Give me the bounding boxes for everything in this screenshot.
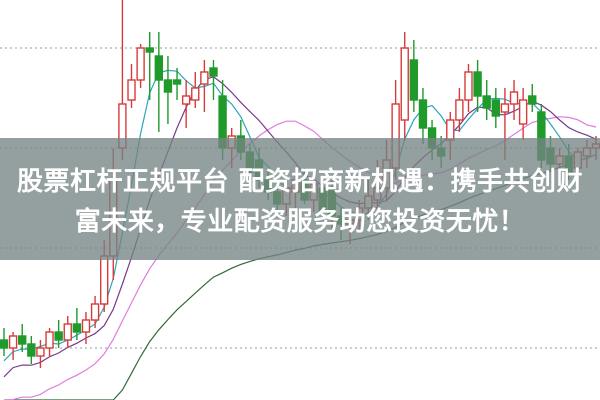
candle-up: [81, 319, 91, 333]
candle-up: [200, 71, 209, 85]
candle-up: [191, 87, 200, 101]
candle-down: [473, 71, 482, 97]
candle-up: [455, 99, 464, 121]
candle-up: [500, 103, 510, 113]
candle-up: [63, 323, 72, 341]
candle-down: [145, 47, 154, 53]
candle-down: [27, 343, 36, 357]
candle-up: [400, 47, 409, 121]
candle-up: [446, 119, 455, 141]
candle-up: [518, 99, 528, 125]
candle-down: [72, 323, 82, 333]
candle-down: [418, 99, 428, 129]
candle-up: [136, 47, 145, 81]
caption-banner: [0, 138, 600, 260]
caption-line-2: 富未来，专业配资服务助您投资无忧！: [74, 207, 526, 237]
candle-down: [409, 59, 419, 101]
candle-down: [482, 95, 491, 109]
candle-up: [45, 331, 54, 349]
candle-down: [172, 79, 182, 85]
candle-up: [90, 303, 100, 321]
candle-up: [99, 255, 109, 305]
candle-up: [8, 335, 18, 349]
candle-down: [18, 335, 27, 345]
candle-down: [491, 99, 501, 117]
candle-up: [509, 91, 519, 105]
candle-up: [127, 79, 136, 101]
candle-down: [528, 95, 537, 105]
candle-up: [36, 347, 45, 357]
candle-up: [464, 71, 473, 101]
candle-down: [163, 79, 173, 93]
candle-down: [54, 331, 63, 341]
candle-down: [209, 67, 218, 77]
candle-down: [0, 339, 9, 349]
caption-line-1: 股票杠杆正规平台 配资招商新机遇：携手共创财: [16, 167, 584, 197]
candle-up: [181, 95, 191, 105]
candle-down: [154, 55, 164, 81]
